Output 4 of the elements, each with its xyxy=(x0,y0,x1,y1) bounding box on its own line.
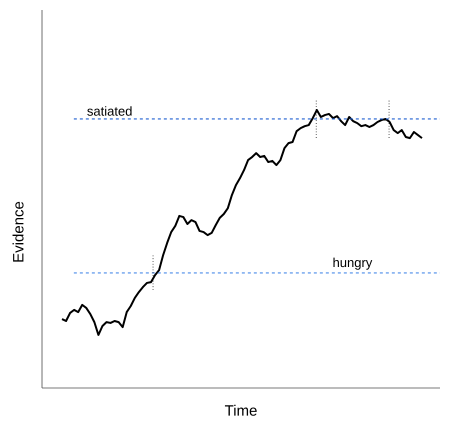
y-axis-title: Evidence xyxy=(12,202,24,262)
ref-line-label: hungry xyxy=(333,258,372,270)
ref-line-label: satiated xyxy=(87,106,132,116)
x-axis-title: Time xyxy=(224,404,257,416)
